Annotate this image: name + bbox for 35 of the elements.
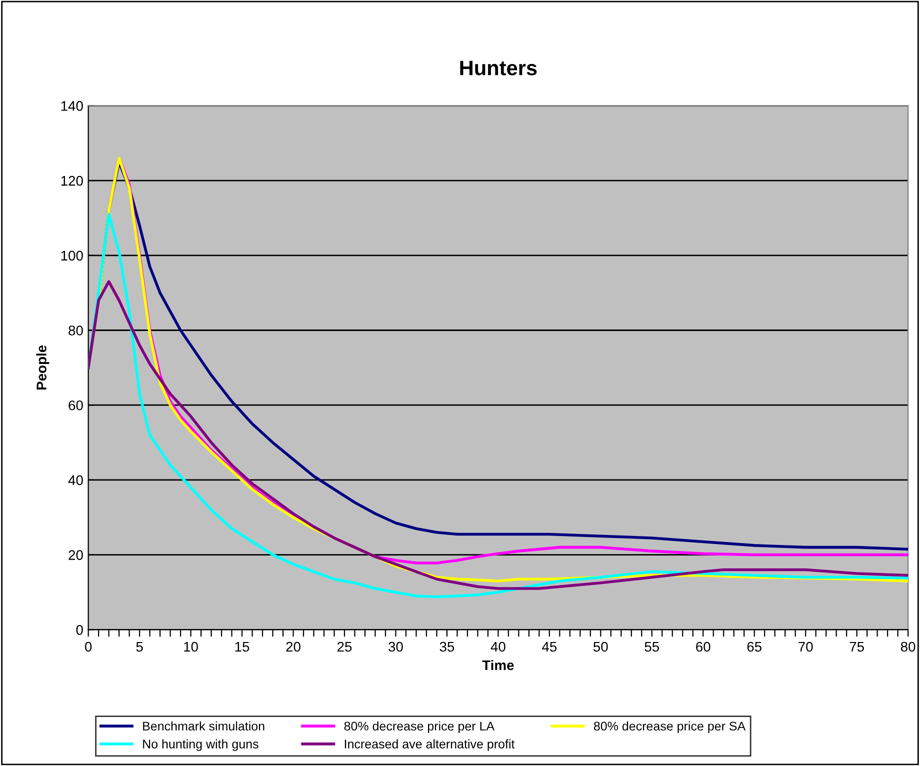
chart-title: Hunters <box>460 60 537 76</box>
x-tick-label: 65 <box>747 642 762 652</box>
y-axis-title: People <box>36 345 50 390</box>
x-tick-label: 55 <box>644 642 660 652</box>
y-tick-label: 0 <box>76 624 83 635</box>
x-tick-label: 35 <box>440 642 454 652</box>
y-tick-label: 40 <box>68 475 83 486</box>
y-tick-label: 20 <box>68 550 83 560</box>
x-tick-label: 50 <box>593 642 608 652</box>
x-tick-label: 70 <box>798 642 813 652</box>
y-tick-label: 140 <box>61 101 83 111</box>
legend-label: 80% decrease price per SA <box>594 721 746 734</box>
y-tick-label: 60 <box>68 400 83 410</box>
x-tick-label: 40 <box>490 642 506 652</box>
x-axis-title: Time <box>482 660 514 670</box>
x-tick-label: 30 <box>388 642 403 652</box>
legend-label: 80% decrease price per LA <box>344 721 495 734</box>
x-tick-label: 60 <box>696 642 710 652</box>
line-series <box>88 212 908 598</box>
legend-label: Increased ave alternative profit <box>344 739 515 751</box>
y-tick-label: 80 <box>68 326 83 336</box>
x-tick-label: 20 <box>286 642 300 652</box>
x-tick-label: 0 <box>85 642 92 652</box>
x-tick-label: 5 <box>136 642 143 652</box>
x-tick-label: 80 <box>900 642 916 652</box>
x-tick-label: 25 <box>337 642 352 652</box>
x-tick-label: 45 <box>542 642 557 652</box>
x-tick-label: 75 <box>850 642 864 652</box>
x-tick-label: 10 <box>184 642 198 652</box>
x-tick-label: 15 <box>235 642 250 652</box>
y-tick-label: 100 <box>61 250 83 261</box>
y-tick-label: 120 <box>61 176 83 186</box>
legend-label: No hunting with guns <box>143 739 258 751</box>
legend-label: Benchmark simulation <box>143 721 264 731</box>
line-series <box>88 280 908 590</box>
